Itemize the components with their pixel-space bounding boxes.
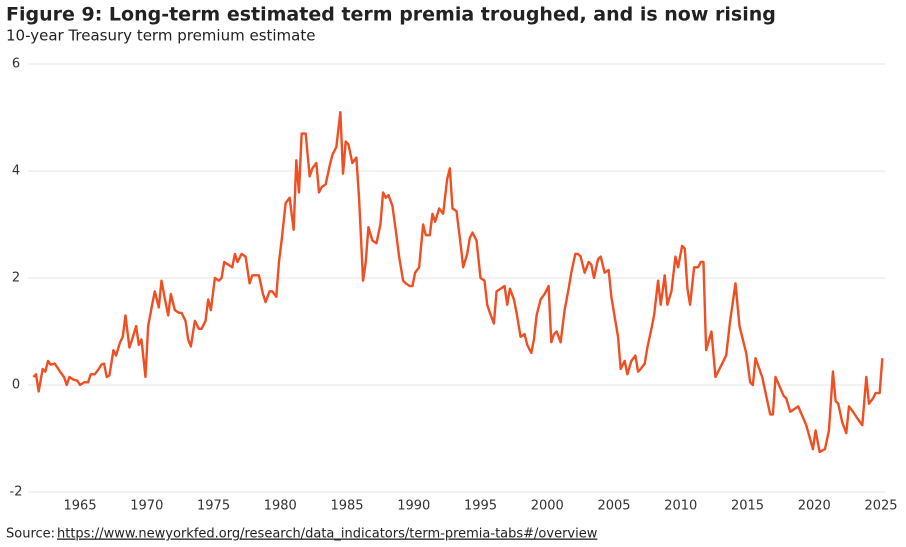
- y-tick-label: -2: [10, 485, 23, 500]
- source-link[interactable]: https://www.newyorkfed.org/research/data…: [57, 527, 598, 542]
- x-tick-label: 1985: [330, 499, 363, 514]
- x-tick-label: 2025: [864, 499, 897, 514]
- x-tick-label: 2010: [664, 499, 697, 514]
- data-line: [32, 110, 884, 454]
- x-tick-label: 2000: [531, 499, 564, 514]
- x-tick-label: 1965: [64, 499, 97, 514]
- x-tick-label: 1975: [197, 499, 230, 514]
- y-tick-label: 2: [12, 271, 20, 286]
- x-tick-label: 1980: [264, 499, 297, 514]
- x-tick-label: 2015: [731, 499, 764, 514]
- y-tick-label: 6: [12, 57, 20, 72]
- source-label: Source:: [6, 527, 55, 542]
- y-tick-label: 4: [12, 164, 20, 179]
- chart-subtitle: 10-year Treasury term premium estimate: [6, 27, 315, 45]
- x-tick-label: 1990: [397, 499, 430, 514]
- chart-title: Figure 9: Long-term estimated term premi…: [6, 4, 776, 26]
- y-tick-label: 0: [12, 378, 20, 393]
- x-tick-label: 2020: [798, 499, 831, 514]
- x-tick-label: 2005: [597, 499, 630, 514]
- x-tick-label: 1970: [130, 499, 163, 514]
- x-tick-label: 1995: [464, 499, 497, 514]
